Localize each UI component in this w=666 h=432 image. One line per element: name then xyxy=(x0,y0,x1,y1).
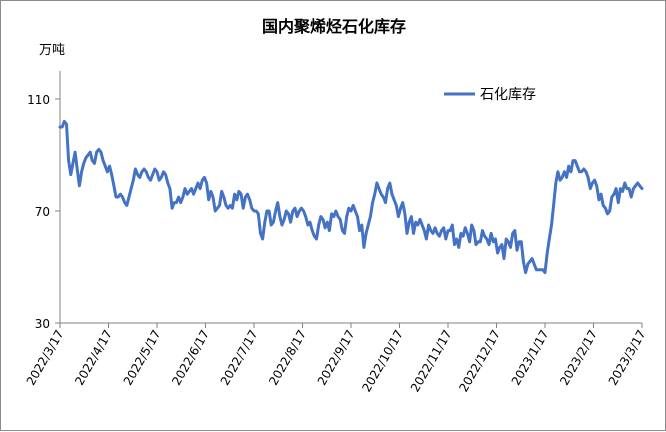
y-tick-label: 30 xyxy=(35,317,50,331)
x-tick-label: 2023/3/17 xyxy=(606,328,649,388)
chart-title: 国内聚烯烃石化库存 xyxy=(261,17,406,36)
x-tick-label: 2022/6/17 xyxy=(169,328,212,388)
x-tick-label: 2023/1/17 xyxy=(509,328,552,388)
x-tick-label: 2022/9/17 xyxy=(315,328,358,388)
x-tick-label: 2022/3/17 xyxy=(24,328,67,388)
x-tick-label: 2022/4/17 xyxy=(72,328,115,388)
x-tick-label: 2022/11/17 xyxy=(408,328,455,395)
y-tick-label: 70 xyxy=(35,205,50,219)
legend-label: 石化库存 xyxy=(480,87,536,103)
x-tick-label: 2023/2/17 xyxy=(557,328,600,388)
y-tick-label: 110 xyxy=(27,93,50,107)
x-tick-label: 2022/12/17 xyxy=(456,328,503,395)
x-tick-label: 2022/10/17 xyxy=(359,328,406,395)
x-tick-label: 2022/8/17 xyxy=(266,328,309,388)
x-tick-label: 2022/7/17 xyxy=(218,328,261,388)
y-axis-unit: 万吨 xyxy=(39,43,66,58)
x-tick-label: 2022/5/17 xyxy=(121,328,164,388)
series-line-shihua-kucun xyxy=(58,119,644,275)
